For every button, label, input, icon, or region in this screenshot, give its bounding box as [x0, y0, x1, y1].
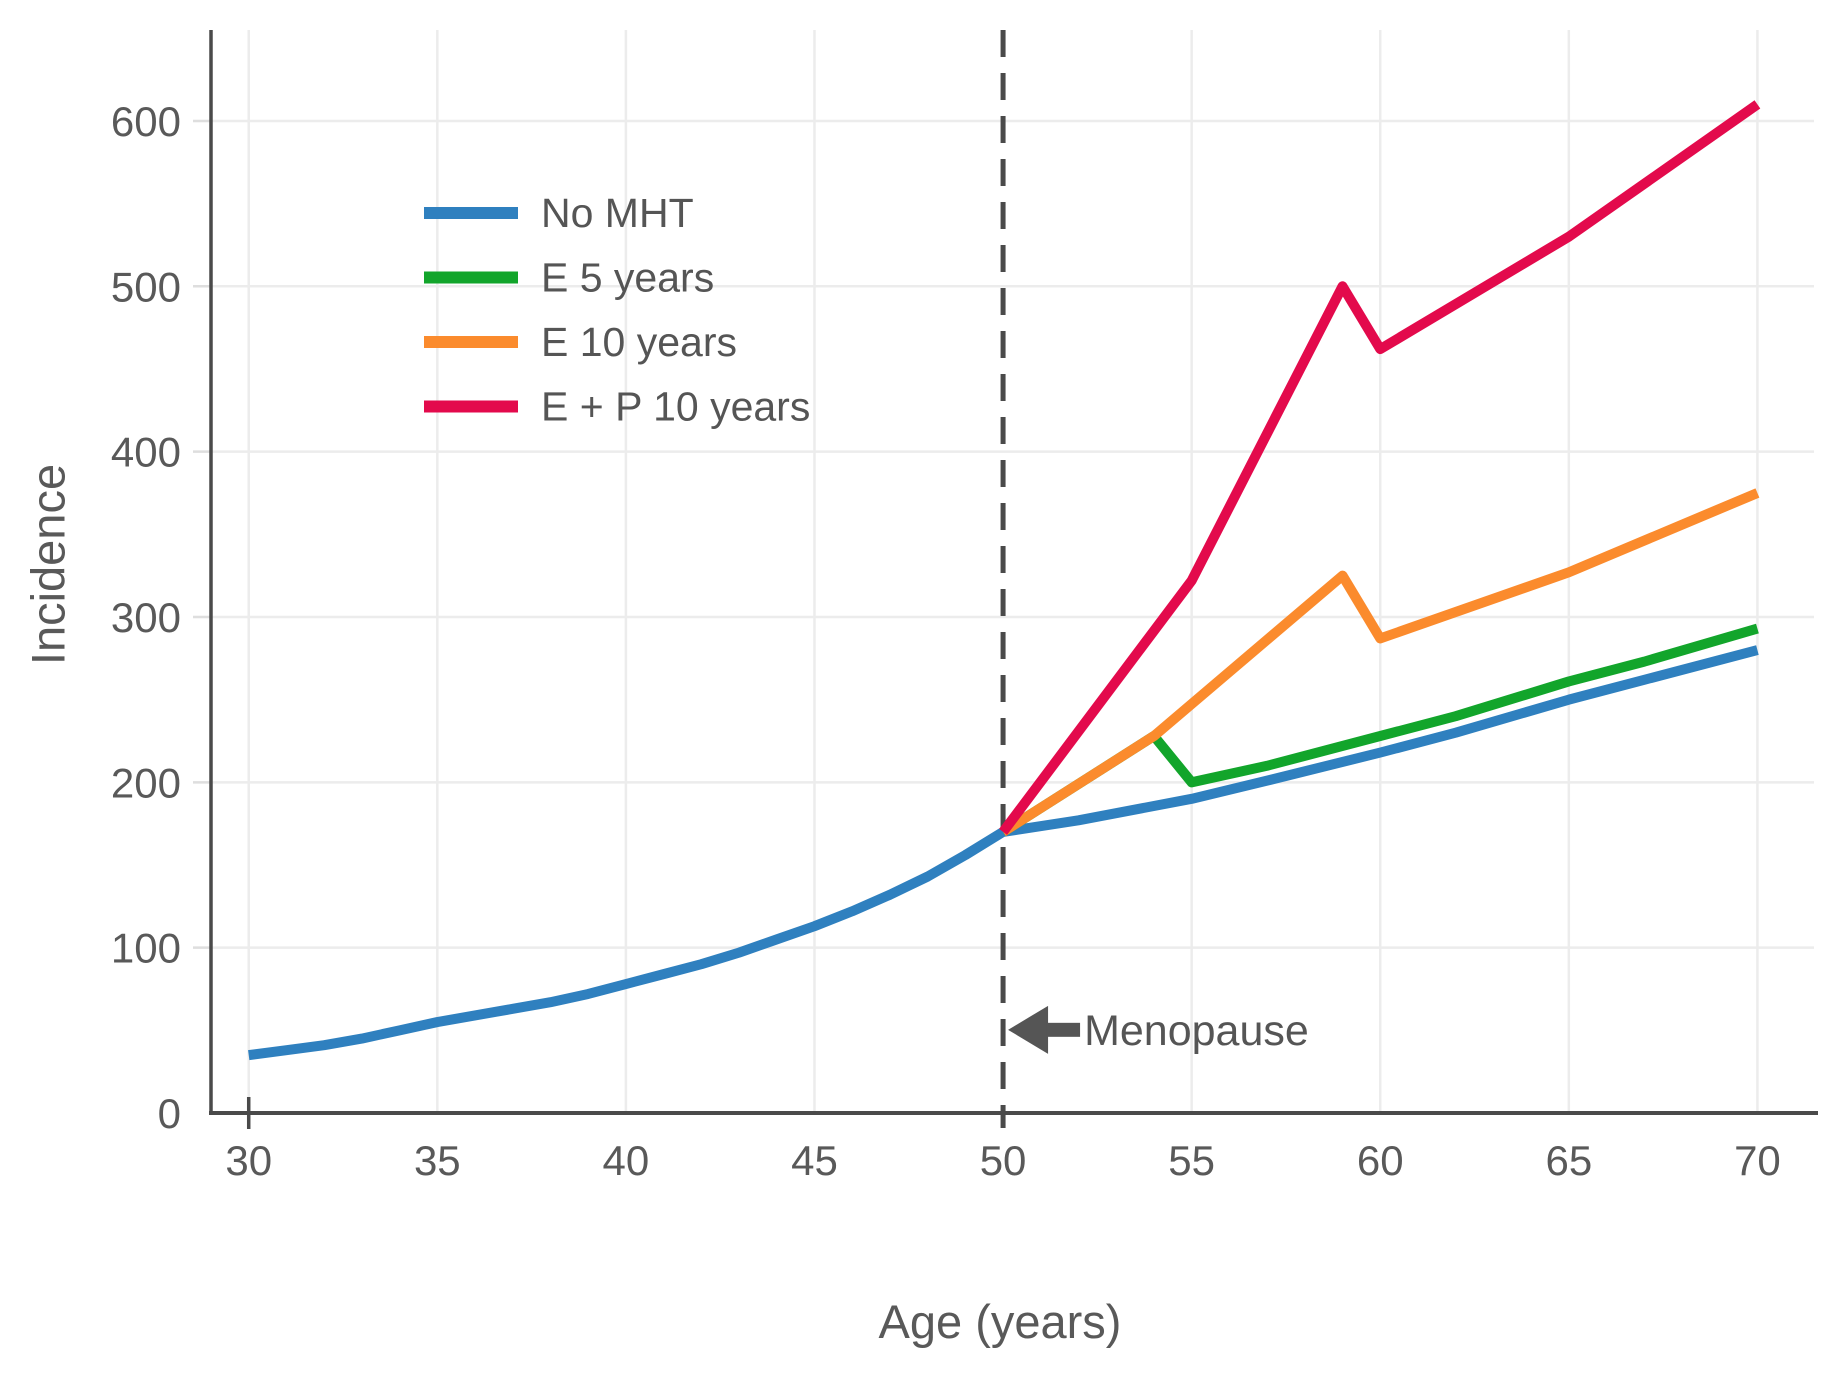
y-tick-label: 300	[111, 594, 181, 641]
data-series	[248, 100, 1761, 1061]
x-tick-label: 40	[603, 1137, 650, 1184]
axes	[209, 30, 1818, 1129]
x-tick-label: 30	[225, 1137, 272, 1184]
arrow-shaft	[1046, 1022, 1081, 1037]
left-arrow-icon	[1008, 1005, 1049, 1054]
menopause-label: Menopause	[1084, 1007, 1309, 1055]
y-axis-title: Incidence	[21, 463, 75, 666]
x-tick-label: 65	[1545, 1137, 1592, 1184]
y-tick-label: 0	[158, 1090, 181, 1137]
x-tick-label: 35	[414, 1137, 461, 1184]
series-line-no-mht	[248, 645, 1759, 1061]
legend-swatch-4	[424, 400, 518, 413]
annotation-menopause: Menopause	[1008, 1005, 1309, 1055]
x-tick-label: 55	[1168, 1137, 1215, 1184]
series-line-e-p-10-years	[999, 100, 1761, 835]
series-line-e-5-years	[1000, 623, 1759, 837]
x-tick-label: 50	[980, 1137, 1027, 1184]
x-tick-label: 70	[1734, 1137, 1781, 1184]
y-tick-label: 100	[111, 925, 181, 972]
legend-label-1: No MHT	[541, 190, 694, 236]
legend-label-2: E 5 years	[541, 255, 714, 301]
legend-swatch-3	[424, 336, 518, 348]
y-tick-label: 200	[111, 759, 181, 806]
legend-swatch-1	[424, 207, 518, 219]
tick-labels: 30 35 40 45 50 55 60 65 70 0 100 200 300 400 500 600	[111, 98, 1781, 1184]
series-line-e-10-years	[1000, 488, 1760, 837]
y-tick-label: 400	[111, 429, 181, 476]
legend-label-4: E + P 10 years	[541, 384, 810, 430]
legend: No MHT E 5 years E 10 years E + P 10 years	[424, 190, 810, 430]
y-tick-label: 500	[111, 263, 181, 310]
x-axis-title: Age (years)	[878, 1295, 1122, 1348]
legend-swatch-2	[424, 271, 518, 284]
x-tick-label: 60	[1357, 1137, 1404, 1184]
legend-label-3: E 10 years	[541, 319, 737, 365]
y-tick-label: 600	[111, 98, 181, 145]
x-tick-label: 45	[791, 1137, 838, 1184]
